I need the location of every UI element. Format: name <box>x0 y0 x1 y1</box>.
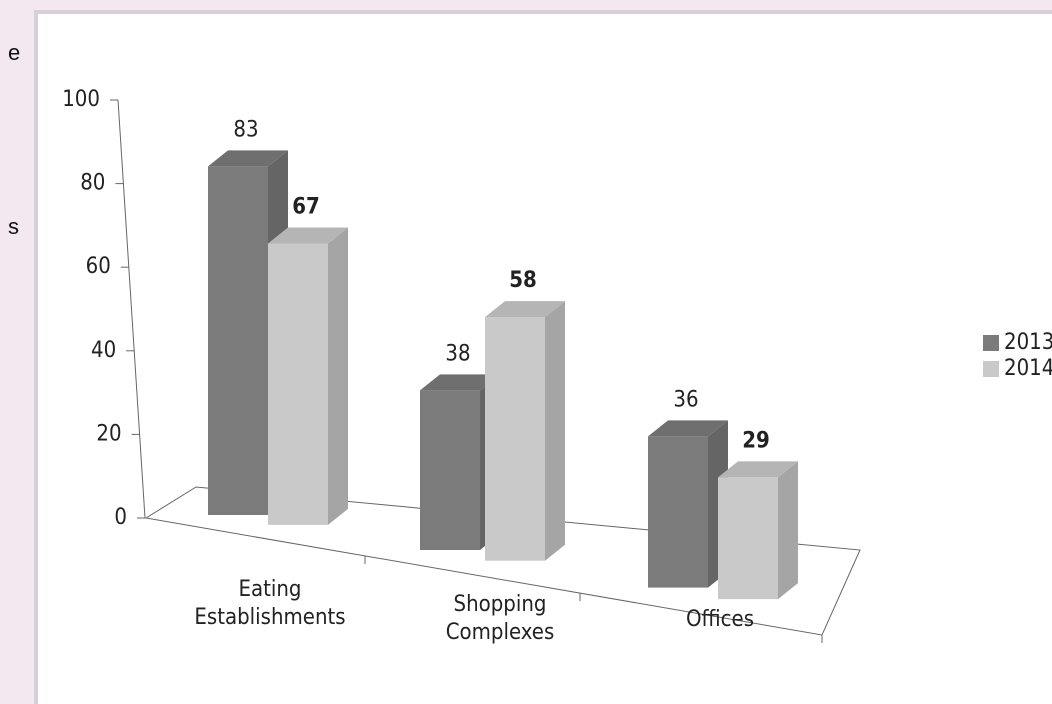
bar-top <box>268 227 348 244</box>
value-label: 67 <box>292 195 320 220</box>
x-tick-label-line: Offices <box>686 607 754 632</box>
x-tick-label-line: Eating <box>238 577 301 602</box>
legend-label: 2013 <box>1004 330 1052 355</box>
text-fragment: e <box>8 40 21 65</box>
value-label: 38 <box>445 341 470 366</box>
bar <box>485 301 565 561</box>
y-tick-label: 40 <box>91 338 116 363</box>
bar-top <box>718 461 798 478</box>
x-tick-label-line: Complexes <box>446 620 555 645</box>
y-tick-label: 100 <box>62 87 100 112</box>
value-label: 58 <box>509 268 537 293</box>
bar-front <box>485 317 545 561</box>
bar-side <box>328 227 348 525</box>
bar-side <box>545 301 565 561</box>
legend-swatch <box>983 335 999 351</box>
cropped-text: e s <box>0 0 30 704</box>
x-tick-label: Shopping Complexes <box>446 592 555 645</box>
bar <box>648 420 728 588</box>
bar-top <box>420 374 500 391</box>
y-tick-label: 60 <box>86 254 111 279</box>
value-label: 36 <box>673 387 698 412</box>
bar-top <box>648 420 728 437</box>
text-fragment: s <box>8 214 19 239</box>
x-tick-label-line: Establishments <box>194 605 345 630</box>
value-label: 83 <box>233 117 258 142</box>
bar-front <box>718 477 778 600</box>
y-tick-label: 80 <box>80 171 105 196</box>
x-tick-label: Eating Establishments <box>194 577 345 630</box>
y-tick-label: 20 <box>96 421 121 446</box>
bar-top <box>208 150 288 167</box>
bar-front <box>208 166 268 515</box>
bar <box>268 227 348 525</box>
bar-front <box>420 390 480 550</box>
x-tick-label-line: Shopping <box>454 592 547 617</box>
bar-front <box>268 243 328 525</box>
x-tick-label: Offices <box>686 607 754 632</box>
bar <box>718 461 798 600</box>
value-label: 29 <box>742 428 770 453</box>
bar-side <box>778 461 798 600</box>
y-tick-label: 0 <box>114 505 127 530</box>
y-axis <box>117 99 146 519</box>
legend-swatch <box>983 361 999 377</box>
legend-label: 2014 <box>1004 356 1052 381</box>
bar-front <box>648 436 708 588</box>
bar-top <box>485 301 565 318</box>
